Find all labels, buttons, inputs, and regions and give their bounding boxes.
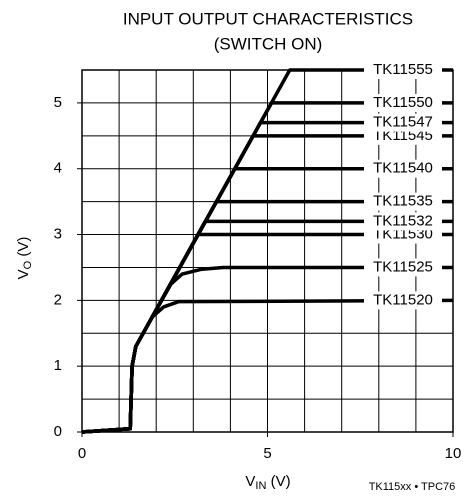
chart-title: INPUT OUTPUT CHARACTERISTICS: [123, 9, 413, 28]
series-line: [81, 68, 453, 434]
series-label: TK11540: [373, 160, 433, 177]
y-label-unit: (V): [15, 237, 32, 261]
series-label: TK11532: [373, 212, 433, 229]
x-tick-label: 5: [263, 445, 271, 462]
label-background: [364, 61, 442, 79]
series-label: TK11550: [373, 94, 433, 111]
label-background: [364, 159, 442, 178]
series-label: TK11525: [373, 258, 433, 275]
y-tick-label: 1: [54, 357, 62, 374]
chart-subtitle: (SWITCH ON): [214, 34, 323, 53]
label-background: [364, 212, 442, 231]
label-background: [364, 192, 442, 211]
label-background: [364, 258, 442, 277]
series-label: TK11535: [373, 193, 433, 210]
x-label-main: V: [245, 473, 255, 490]
y-tick-label: 5: [54, 94, 62, 111]
label-background: [364, 93, 442, 112]
x-axis-label: VIN (V): [245, 473, 290, 492]
y-tick-label: 4: [54, 160, 62, 177]
series-label: TK11555: [373, 61, 433, 78]
series-label: TK11547: [373, 114, 433, 131]
y-label-main: V: [15, 269, 32, 279]
x-tick-label: 10: [445, 445, 462, 462]
label-background: [364, 113, 442, 132]
label-background: [364, 291, 442, 310]
footnote: TK115xx • TPC76: [369, 481, 456, 493]
y-label-sub: O: [22, 260, 34, 269]
x-label-sub: IN: [255, 480, 266, 492]
y-tick-label: 2: [54, 291, 62, 308]
y-tick-label: 0: [54, 423, 62, 440]
y-axis-label: VO (V): [15, 237, 34, 280]
y-tick-label: 3: [54, 226, 62, 243]
x-label-unit: (V): [266, 473, 290, 490]
series-label: TK11520: [373, 291, 433, 308]
x-tick-label: 0: [78, 445, 86, 462]
